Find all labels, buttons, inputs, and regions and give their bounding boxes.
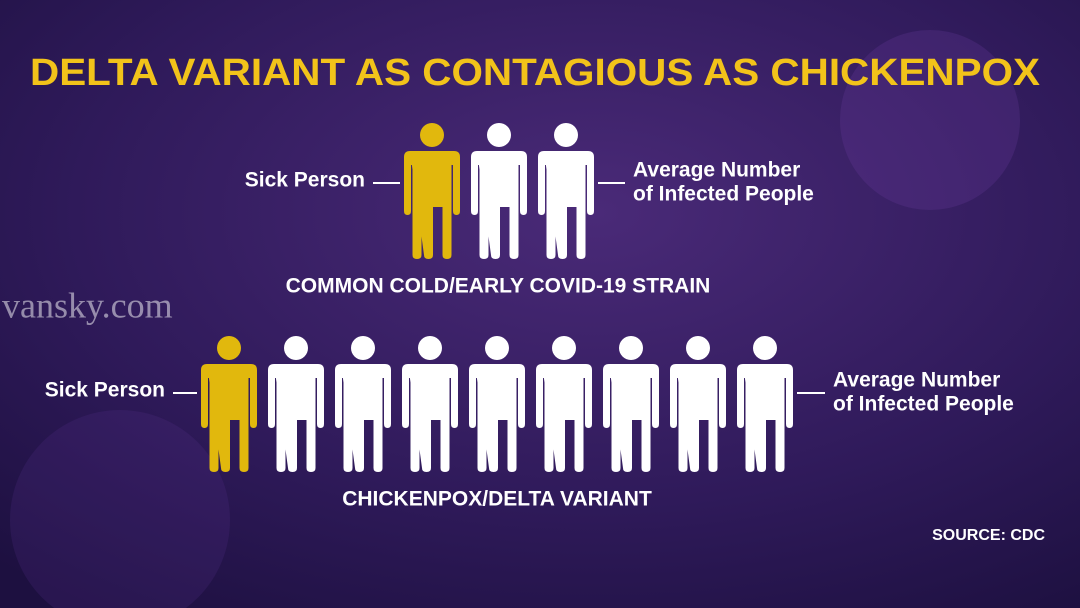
person-icon bbox=[471, 123, 527, 259]
title: DELTA VARIANT AS CONTAGIOUS AS CHICKENPO… bbox=[30, 52, 1041, 94]
person-icon bbox=[469, 336, 525, 472]
source: SOURCE: CDC bbox=[932, 527, 1045, 544]
person-body bbox=[737, 364, 793, 472]
person-icon bbox=[201, 336, 257, 472]
person-head bbox=[753, 336, 777, 360]
person-head bbox=[420, 123, 444, 147]
infected-label: of Infected People bbox=[833, 393, 1014, 416]
person-icon bbox=[737, 336, 793, 472]
person-head bbox=[351, 336, 375, 360]
person-head bbox=[554, 123, 578, 147]
person-icon bbox=[670, 336, 726, 472]
person-icon bbox=[603, 336, 659, 472]
person-icon bbox=[536, 336, 592, 472]
person-body bbox=[402, 364, 458, 472]
person-head bbox=[686, 336, 710, 360]
person-icon bbox=[268, 336, 324, 472]
person-head bbox=[619, 336, 643, 360]
sick-label: Sick Person bbox=[45, 379, 165, 402]
infected-label: Average Number bbox=[633, 159, 800, 182]
person-icon bbox=[335, 336, 391, 472]
person-body bbox=[335, 364, 391, 472]
person-head bbox=[552, 336, 576, 360]
person-body bbox=[670, 364, 726, 472]
person-head bbox=[418, 336, 442, 360]
row-caption: CHICKENPOX/DELTA VARIANT bbox=[342, 488, 652, 511]
person-body bbox=[469, 364, 525, 472]
person-icon bbox=[538, 123, 594, 259]
person-head bbox=[485, 336, 509, 360]
person-body bbox=[538, 151, 594, 259]
row-caption: COMMON COLD/EARLY COVID-19 STRAIN bbox=[286, 275, 711, 298]
sick-label: Sick Person bbox=[245, 169, 365, 192]
person-head bbox=[487, 123, 511, 147]
person-icon bbox=[404, 123, 460, 259]
person-head bbox=[217, 336, 241, 360]
bokeh bbox=[10, 410, 230, 608]
person-icon bbox=[402, 336, 458, 472]
bokeh bbox=[840, 30, 1020, 210]
person-body bbox=[603, 364, 659, 472]
person-body bbox=[404, 151, 460, 259]
person-body bbox=[268, 364, 324, 472]
infected-label: of Infected People bbox=[633, 183, 814, 206]
person-head bbox=[284, 336, 308, 360]
infected-label: Average Number bbox=[833, 369, 1000, 392]
person-body bbox=[201, 364, 257, 472]
person-body bbox=[471, 151, 527, 259]
watermark: vansky.com bbox=[2, 285, 173, 325]
person-body bbox=[536, 364, 592, 472]
